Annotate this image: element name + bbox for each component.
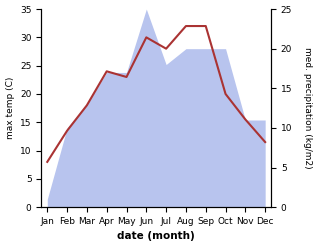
Y-axis label: med. precipitation (kg/m2): med. precipitation (kg/m2) — [303, 47, 313, 169]
Y-axis label: max temp (C): max temp (C) — [5, 77, 15, 139]
X-axis label: date (month): date (month) — [117, 231, 195, 242]
